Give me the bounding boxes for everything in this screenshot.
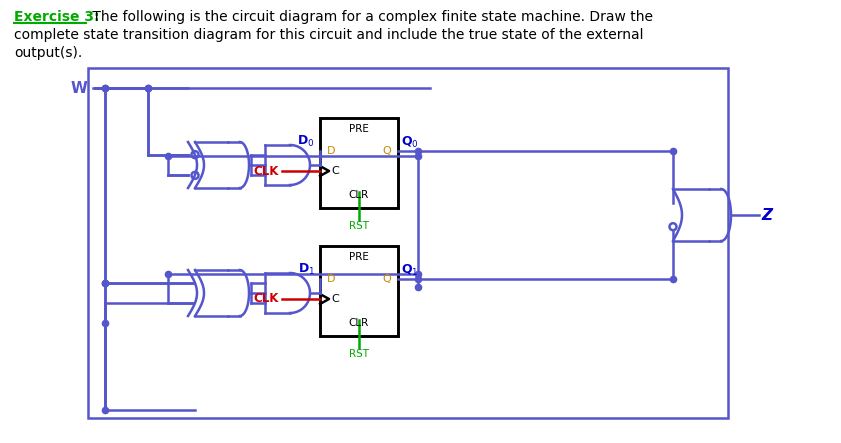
Text: PRE: PRE bbox=[349, 252, 369, 262]
Text: D$_0$: D$_0$ bbox=[298, 133, 315, 148]
Text: C: C bbox=[331, 166, 339, 176]
Text: Exercise 3:: Exercise 3: bbox=[14, 10, 99, 24]
Text: The following is the circuit diagram for a complex finite state machine. Draw th: The following is the circuit diagram for… bbox=[88, 10, 653, 24]
Text: D$_1$: D$_1$ bbox=[298, 261, 315, 276]
Bar bbox=[320, 246, 398, 336]
Text: PRE: PRE bbox=[349, 124, 369, 134]
Text: Z: Z bbox=[761, 207, 772, 222]
Text: Q$_0$: Q$_0$ bbox=[401, 134, 419, 150]
Text: Q: Q bbox=[383, 146, 391, 156]
Text: CLK: CLK bbox=[254, 164, 279, 178]
Text: Q: Q bbox=[383, 274, 391, 284]
Text: CLR: CLR bbox=[349, 318, 369, 328]
Text: W: W bbox=[70, 81, 87, 96]
Text: CLR: CLR bbox=[349, 190, 369, 200]
Text: RST: RST bbox=[349, 221, 369, 231]
Text: D: D bbox=[327, 146, 336, 156]
Text: D: D bbox=[327, 274, 336, 284]
Text: Q$_1$: Q$_1$ bbox=[401, 262, 419, 278]
Text: CLK: CLK bbox=[254, 292, 279, 306]
Bar bbox=[320, 118, 398, 208]
Text: RST: RST bbox=[349, 349, 369, 359]
Bar bbox=[88, 68, 728, 418]
Text: output(s).: output(s). bbox=[14, 46, 82, 60]
Text: C: C bbox=[331, 294, 339, 304]
Text: complete state transition diagram for this circuit and include the true state of: complete state transition diagram for th… bbox=[14, 28, 643, 42]
